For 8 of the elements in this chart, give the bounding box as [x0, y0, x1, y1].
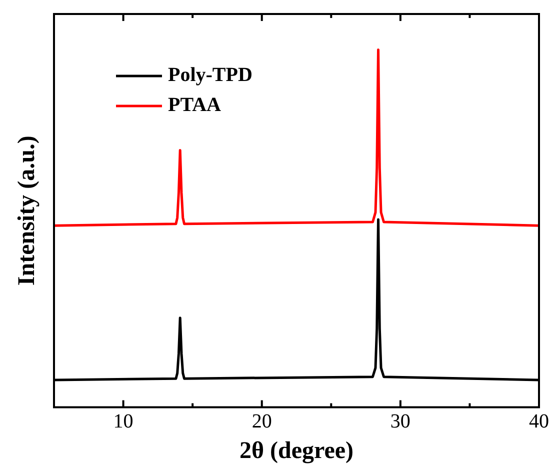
x-tick-label: 30: [390, 410, 410, 432]
x-axis-title: 2θ (degree): [239, 438, 354, 464]
x-tick-label: 20: [252, 410, 272, 432]
x-tick-label: 40: [529, 410, 549, 432]
legend-label: Poly-TPD: [168, 64, 252, 86]
x-tick-label: 10: [113, 410, 134, 432]
legend-label: PTAA: [168, 94, 222, 116]
y-axis-title: Intensity (a.u.): [14, 136, 40, 286]
